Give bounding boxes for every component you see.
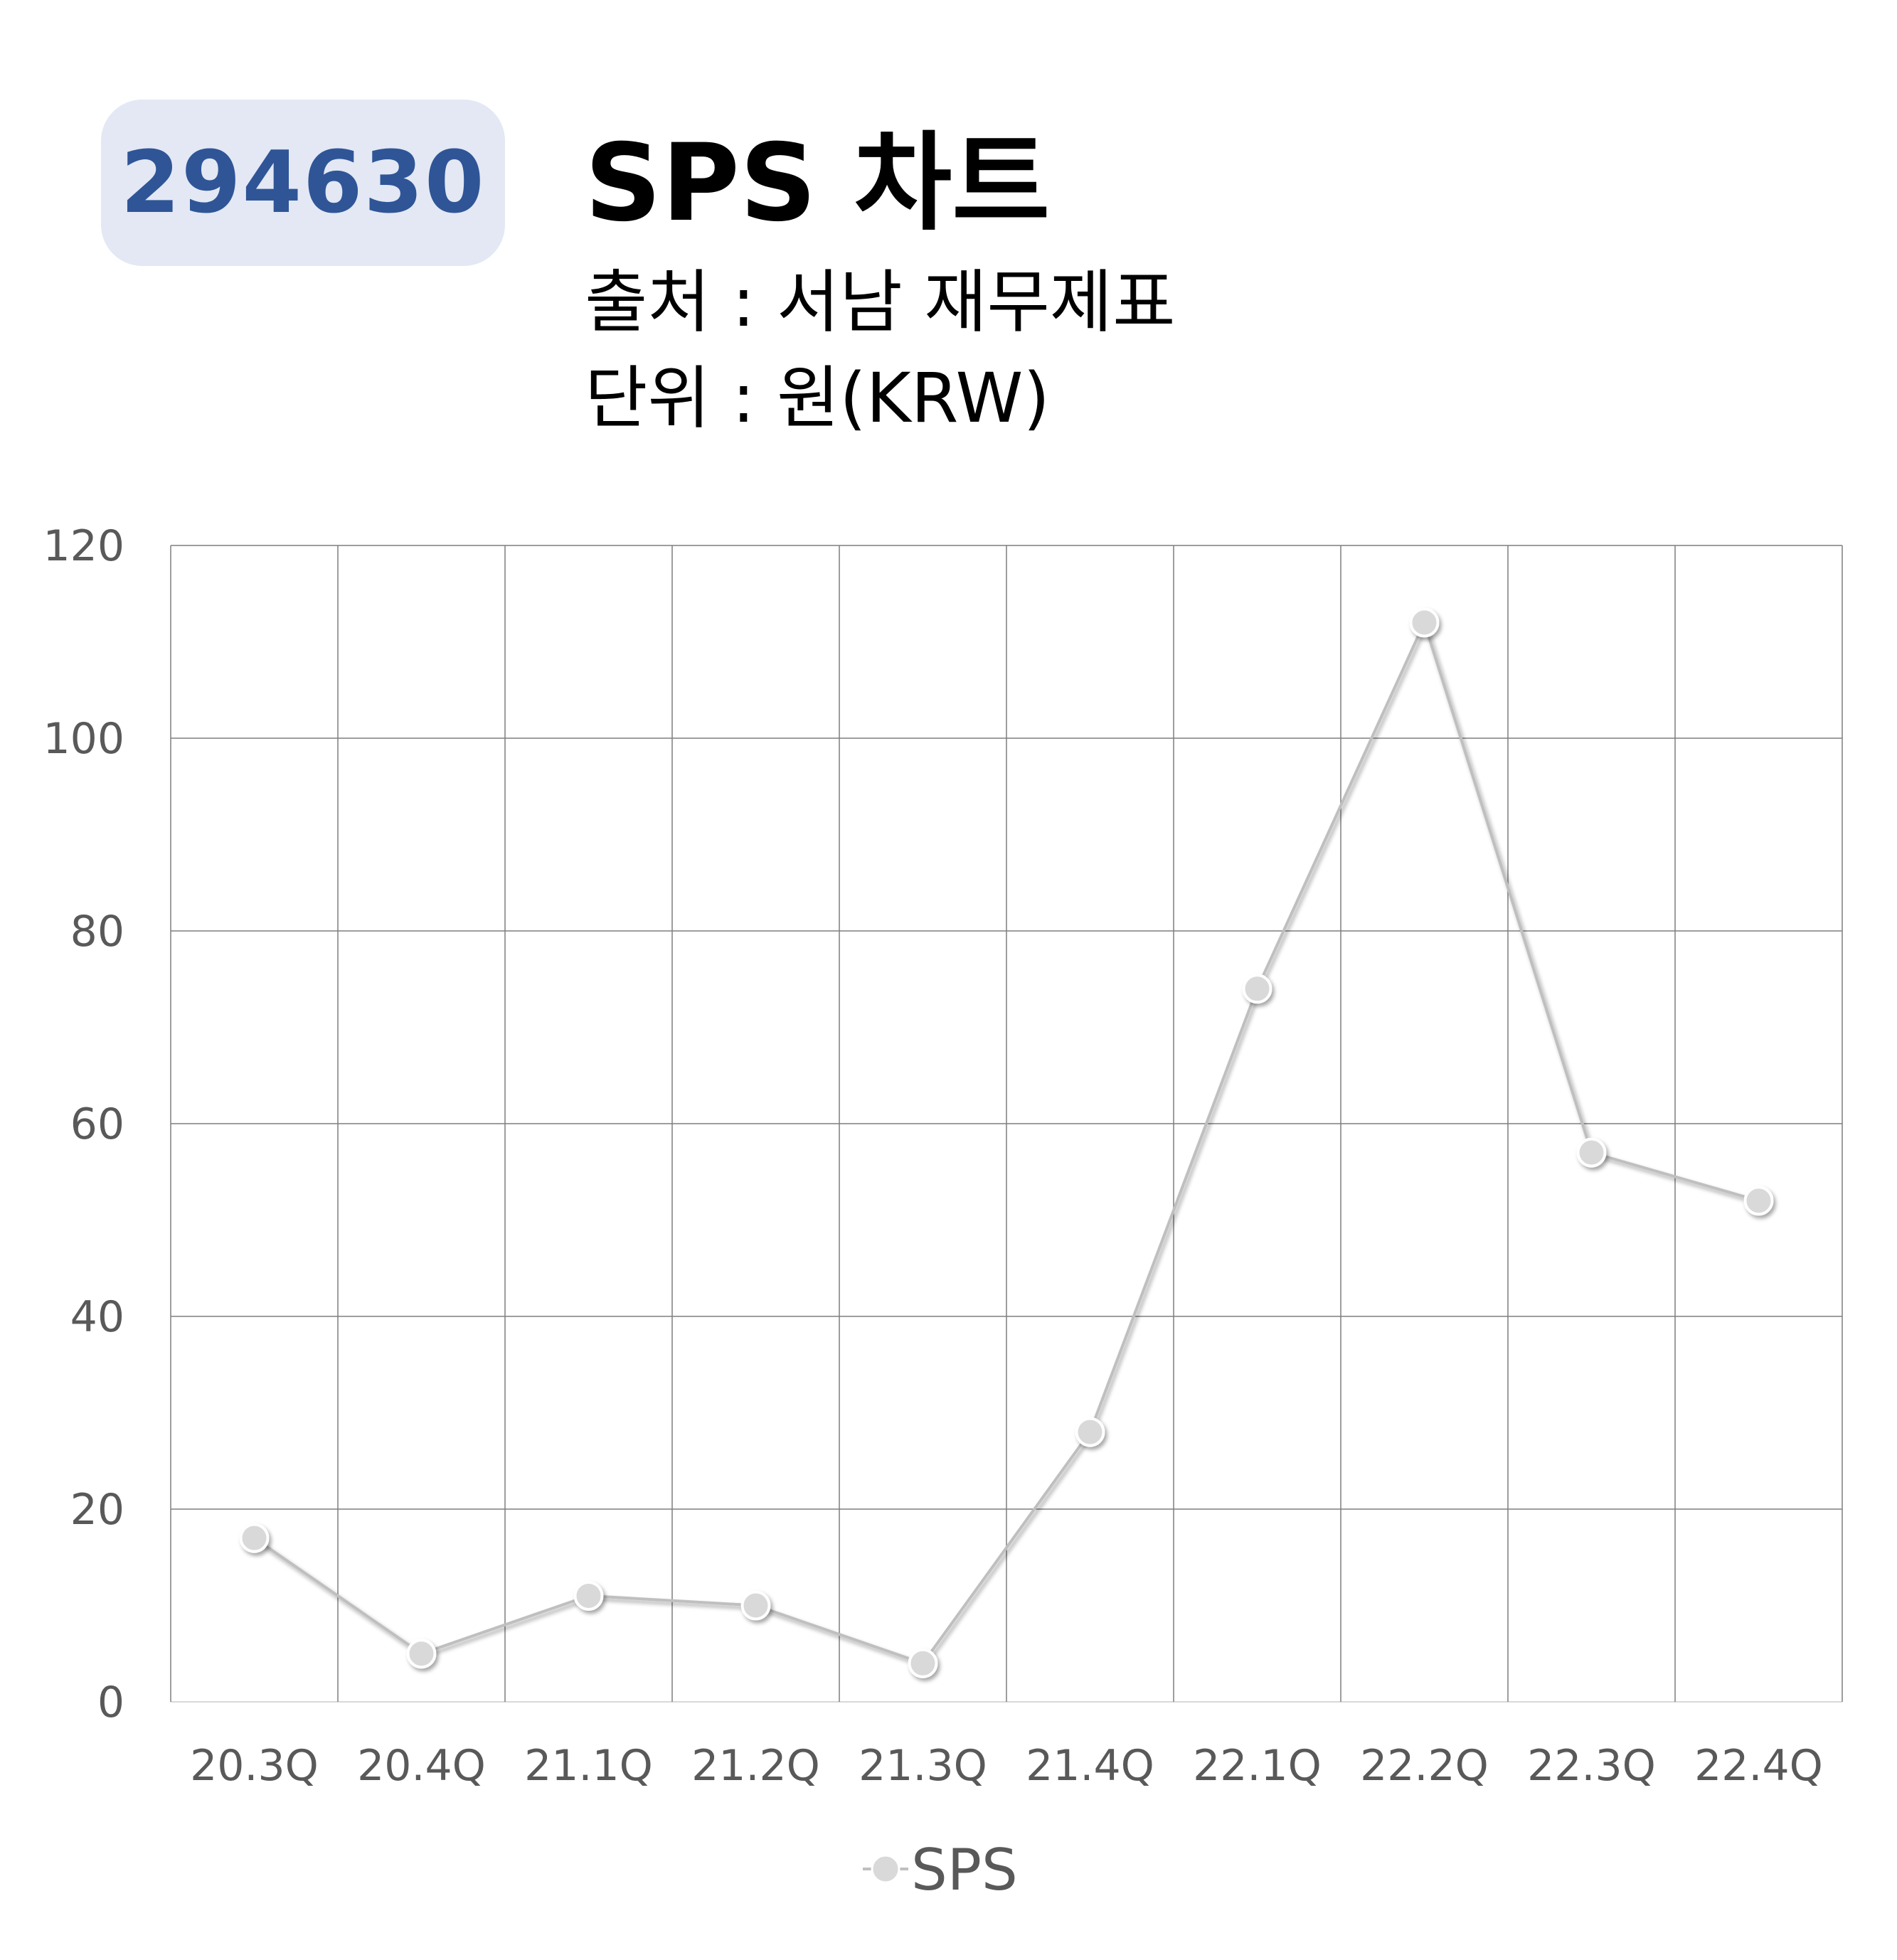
series-line-sps: [253, 618, 1760, 1666]
data-point: [573, 1580, 604, 1611]
x-tick-label: 21.1Q: [524, 1741, 653, 1791]
x-tick-label: 21.4Q: [1026, 1741, 1154, 1791]
data-point: [740, 1590, 771, 1621]
y-tick-label: 120: [43, 521, 124, 571]
source-text: 출처 : 서남 재무제표: [585, 262, 1176, 342]
y-tick-label: 20: [70, 1485, 124, 1535]
chart-title: SPS 차트: [585, 122, 1051, 245]
x-tick-label: 21.3Q: [859, 1741, 987, 1791]
grid: [170, 545, 1843, 1703]
x-tick-label: 21.2Q: [691, 1741, 820, 1791]
ticker-badge: 294630: [101, 100, 505, 266]
data-point: [1075, 1417, 1105, 1447]
x-tick-label: 22.4Q: [1694, 1741, 1823, 1791]
data-point: [1409, 607, 1440, 638]
x-tick-label: 20.3Q: [190, 1741, 319, 1791]
x-tick-label: 20.4Q: [357, 1741, 486, 1791]
x-tick-label: 22.2Q: [1360, 1741, 1489, 1791]
y-tick-label: 0: [97, 1678, 124, 1727]
data-point: [1576, 1137, 1607, 1168]
y-tick-label: 60: [70, 1099, 124, 1149]
legend-marker: [871, 1854, 900, 1884]
data-point: [1242, 974, 1272, 1004]
x-axis-ticks: 20.3Q 20.4Q 21.1Q 21.2Q 21.3Q 21.4Q 22.1Q 22.2Q…: [190, 1741, 1823, 1791]
ticker-code: 294630: [120, 133, 486, 233]
x-tick-label: 22.1Q: [1193, 1741, 1322, 1791]
legend-label: SPS: [911, 1837, 1018, 1903]
legend: SPS: [863, 1837, 1018, 1903]
y-axis-ticks: 0 20 40 60 80 100 120: [43, 521, 124, 1727]
x-tick-label: 22.3Q: [1527, 1741, 1656, 1791]
y-tick-label: 40: [70, 1292, 124, 1342]
data-point: [908, 1648, 938, 1678]
y-tick-label: 100: [43, 714, 124, 764]
y-tick-label: 80: [70, 907, 124, 957]
data-point: [1743, 1186, 1774, 1216]
unit-text: 단위 : 원(KRW): [585, 358, 1050, 438]
data-point: [406, 1639, 437, 1669]
series-sps: [239, 607, 1774, 1678]
data-point: [239, 1523, 270, 1553]
